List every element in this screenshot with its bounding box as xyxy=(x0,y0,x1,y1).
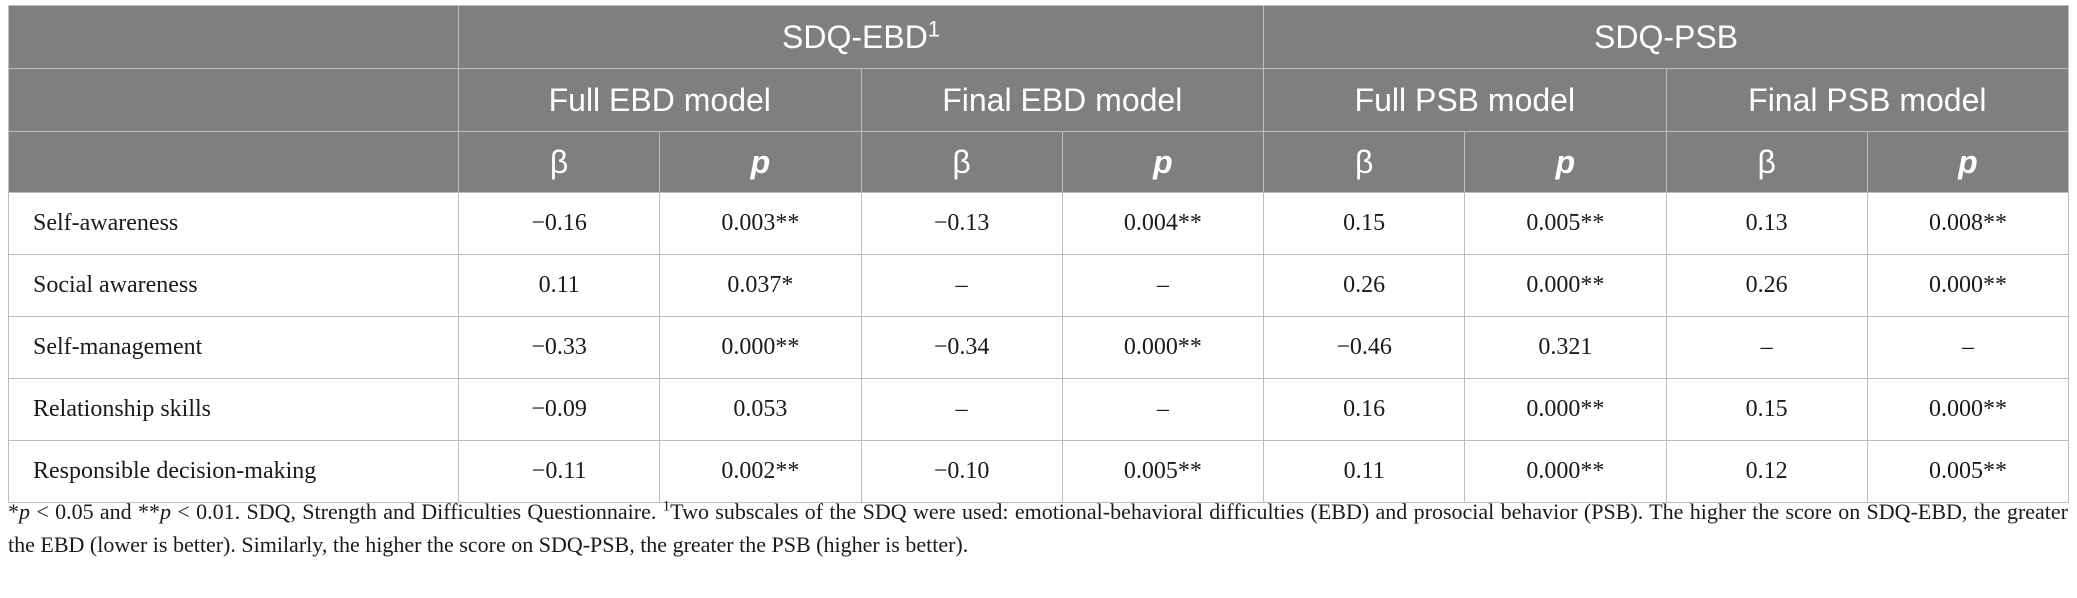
stat-header-p: p xyxy=(659,131,862,193)
model-header-full-ebd: Full EBD model xyxy=(458,68,862,132)
row-label: Relationship skills xyxy=(8,378,459,441)
header-row-stats: β p β p β p β p xyxy=(8,131,2070,193)
cell-value: 0.005** xyxy=(1866,440,2070,503)
cell-value: 0.000** xyxy=(1061,316,1265,379)
cell-value: 0.26 xyxy=(1263,254,1466,317)
cell-value: 0.000** xyxy=(1866,254,2070,317)
header-blank-cell xyxy=(8,68,459,132)
cell-value: 0.053 xyxy=(659,378,862,441)
cell-value: 0.11 xyxy=(1263,440,1466,503)
stat-header-p: p xyxy=(1866,131,2070,193)
stat-p-label: p xyxy=(1958,143,1978,180)
stat-p-label: p xyxy=(1555,143,1576,180)
footnote-p-symbol: p xyxy=(19,499,30,524)
cell-value: 0.005** xyxy=(1464,192,1667,255)
cell-value: 0.005** xyxy=(1061,440,1265,503)
row-label: Self-awareness xyxy=(8,192,459,255)
cell-value: – xyxy=(1665,316,1868,379)
stat-header-p: p xyxy=(1464,131,1667,193)
group-ebd-footnote-mark: 1 xyxy=(927,15,941,41)
table-row: Relationship skills −0.09 0.053 – – 0.16… xyxy=(8,378,2070,441)
cell-value: 0.321 xyxy=(1464,316,1667,379)
table-row: Responsible decision-making −0.11 0.002*… xyxy=(8,440,2070,503)
table-row: Self-awareness −0.16 0.003** −0.13 0.004… xyxy=(8,192,2070,255)
cell-value: 0.002** xyxy=(659,440,862,503)
cell-value: – xyxy=(1866,316,2070,379)
group-header-ebd: SDQ-EBD1 xyxy=(457,5,1265,69)
stat-p-label: p xyxy=(750,143,771,180)
cell-value: 0.15 xyxy=(1263,192,1466,255)
cell-value: 0.26 xyxy=(1665,254,1868,317)
table-body: Self-awareness −0.16 0.003** −0.13 0.004… xyxy=(8,192,2070,503)
footnote-text: < 0.05 and ** xyxy=(30,499,161,524)
results-table: SDQ-EBD1 SDQ-PSB Full EBD model Final EB… xyxy=(8,5,2070,503)
stat-header-beta: β xyxy=(1665,131,1868,193)
stat-header-beta: β xyxy=(457,131,661,193)
group-ebd-label: SDQ-EBD xyxy=(782,18,928,55)
stat-header-beta: β xyxy=(860,131,1063,193)
cell-value: 0.000** xyxy=(659,316,862,379)
footnote-star: * xyxy=(8,499,19,524)
header-blank-cell xyxy=(8,131,459,193)
model-header-final-ebd: Final EBD model xyxy=(860,68,1265,132)
cell-value: 0.13 xyxy=(1665,192,1868,255)
group-header-psb: SDQ-PSB xyxy=(1263,5,2070,69)
row-label: Social awareness xyxy=(8,254,459,317)
footnote-superscript: 1 xyxy=(662,498,671,515)
model-header-final-psb: Final PSB model xyxy=(1665,68,2070,132)
cell-value: 0.000** xyxy=(1464,254,1667,317)
cell-value: −0.46 xyxy=(1263,316,1466,379)
cell-value: 0.000** xyxy=(1464,378,1667,441)
header-blank-cell xyxy=(8,5,459,69)
results-table-container: SDQ-EBD1 SDQ-PSB Full EBD model Final EB… xyxy=(8,5,2070,503)
cell-value: 0.12 xyxy=(1665,440,1868,503)
cell-value: – xyxy=(1061,378,1265,441)
model-header-full-psb: Full PSB model xyxy=(1263,68,1667,132)
cell-value: – xyxy=(1061,254,1265,317)
cell-value: 0.037* xyxy=(659,254,862,317)
header-row-groups: SDQ-EBD1 SDQ-PSB xyxy=(8,5,2070,69)
cell-value: 0.15 xyxy=(1665,378,1868,441)
cell-value: 0.008** xyxy=(1866,192,2070,255)
cell-value: 0.004** xyxy=(1061,192,1265,255)
table-header: SDQ-EBD1 SDQ-PSB Full EBD model Final EB… xyxy=(8,5,2070,193)
table-row: Social awareness 0.11 0.037* – – 0.26 0.… xyxy=(8,254,2070,317)
cell-value: – xyxy=(860,378,1063,441)
cell-value: 0.003** xyxy=(659,192,862,255)
row-label: Responsible decision-making xyxy=(8,440,459,503)
cell-value: −0.13 xyxy=(860,192,1063,255)
cell-value: −0.09 xyxy=(457,378,661,441)
cell-value: – xyxy=(860,254,1063,317)
cell-value: −0.16 xyxy=(457,192,661,255)
cell-value: −0.10 xyxy=(860,440,1063,503)
cell-value: 0.16 xyxy=(1263,378,1466,441)
footnote-p-symbol: p xyxy=(160,499,172,524)
footnote-text: Two subscales of the SDQ were used: emot… xyxy=(8,499,2069,557)
table-footnote: *p < 0.05 and **p < 0.01. SDQ, Strength … xyxy=(8,495,2068,561)
cell-value: −0.34 xyxy=(860,316,1063,379)
row-label: Self-management xyxy=(8,316,459,379)
cell-value: −0.11 xyxy=(457,440,661,503)
stat-header-p: p xyxy=(1061,131,1265,193)
table-row: Self-management −0.33 0.000** −0.34 0.00… xyxy=(8,316,2070,379)
header-row-models: Full EBD model Final EBD model Full PSB … xyxy=(8,68,2070,132)
cell-value: 0.000** xyxy=(1866,378,2070,441)
stat-p-label: p xyxy=(1153,143,1173,180)
cell-value: 0.11 xyxy=(457,254,661,317)
cell-value: 0.000** xyxy=(1464,440,1667,503)
cell-value: −0.33 xyxy=(457,316,661,379)
stat-header-beta: β xyxy=(1263,131,1466,193)
footnote-text: < 0.01. SDQ, Strength and Difficulties Q… xyxy=(171,499,663,524)
